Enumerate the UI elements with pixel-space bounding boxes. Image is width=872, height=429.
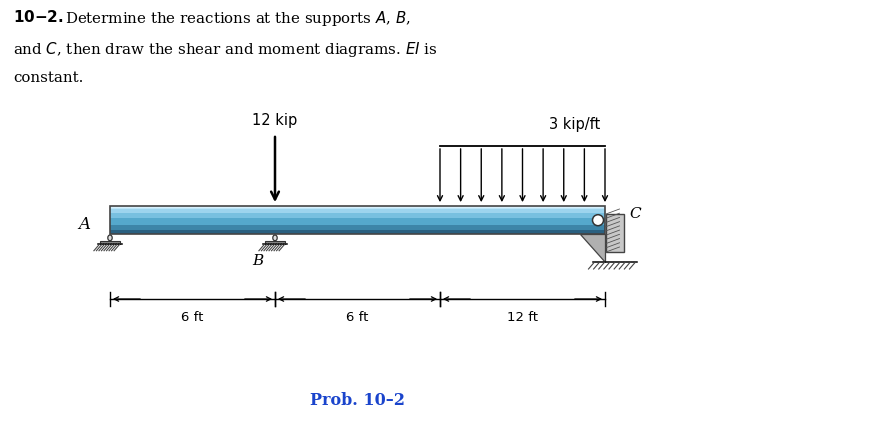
Text: Prob. 10–2: Prob. 10–2	[310, 392, 405, 409]
Bar	[110, 230, 605, 234]
Text: A: A	[78, 215, 90, 233]
Text: 12 kip: 12 kip	[252, 113, 297, 128]
Text: $\mathbf{10{-}2.}$: $\mathbf{10{-}2.}$	[13, 9, 64, 25]
Bar	[100, 241, 120, 244]
Text: 3 kip/ft: 3 kip/ft	[548, 117, 600, 132]
Bar	[110, 213, 605, 218]
Ellipse shape	[273, 235, 277, 241]
Text: C: C	[629, 207, 641, 221]
Bar	[265, 241, 285, 244]
Polygon shape	[580, 234, 605, 262]
Bar	[110, 206, 605, 208]
Ellipse shape	[108, 235, 112, 241]
Bar	[110, 225, 605, 230]
Circle shape	[592, 214, 603, 226]
Text: constant.: constant.	[13, 71, 84, 85]
Text: 6 ft: 6 ft	[181, 311, 204, 324]
Text: 6 ft: 6 ft	[346, 311, 369, 324]
Text: B: B	[252, 254, 263, 268]
Text: 12 ft: 12 ft	[507, 311, 538, 324]
Bar	[110, 206, 605, 234]
Bar	[110, 209, 605, 213]
Bar	[110, 206, 605, 209]
Bar	[606, 214, 624, 252]
Text: Determine the reactions at the supports $A$, $B$,: Determine the reactions at the supports …	[65, 9, 411, 28]
Bar	[110, 218, 605, 225]
Text: and $C$, then draw the shear and moment diagrams. $EI$ is: and $C$, then draw the shear and moment …	[13, 40, 438, 59]
